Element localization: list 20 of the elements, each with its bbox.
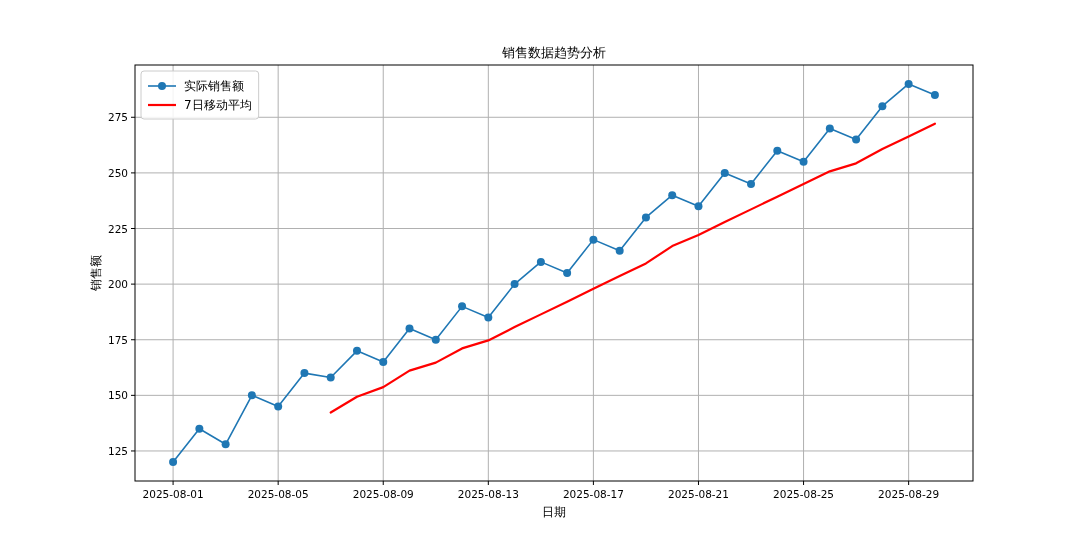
x-tick-label: 2025-08-17 bbox=[562, 488, 624, 500]
y-tick-label: 150 bbox=[107, 389, 128, 402]
y-tick-label: 175 bbox=[107, 333, 128, 346]
y-tick-label: 125 bbox=[107, 444, 128, 457]
y-tick-label: 225 bbox=[107, 222, 128, 235]
x-tick-label: 2025-08-29 bbox=[878, 488, 940, 500]
title: 销售数据趋势分析 bbox=[502, 45, 606, 60]
x-tick-label: 2025-08-05 bbox=[247, 488, 309, 500]
x-tick-label: 2025-08-13 bbox=[457, 488, 519, 500]
y-axis-title: 销售额 bbox=[89, 255, 103, 291]
x-tick-label: 2025-08-09 bbox=[352, 488, 414, 500]
legend-label: 实际销售额 bbox=[184, 79, 244, 93]
x-tick-label: 2025-08-01 bbox=[142, 488, 204, 500]
x-tick-label: 2025-08-25 bbox=[773, 488, 835, 500]
y-tick-label: 275 bbox=[107, 111, 128, 124]
y-tick-label: 200 bbox=[107, 278, 128, 291]
legend-label: 7日移动平均 bbox=[184, 98, 252, 112]
y-tick-label: 250 bbox=[107, 166, 128, 179]
x-tick-label: 2025-08-21 bbox=[667, 488, 729, 500]
x-axis-title: 日期 bbox=[542, 505, 566, 519]
